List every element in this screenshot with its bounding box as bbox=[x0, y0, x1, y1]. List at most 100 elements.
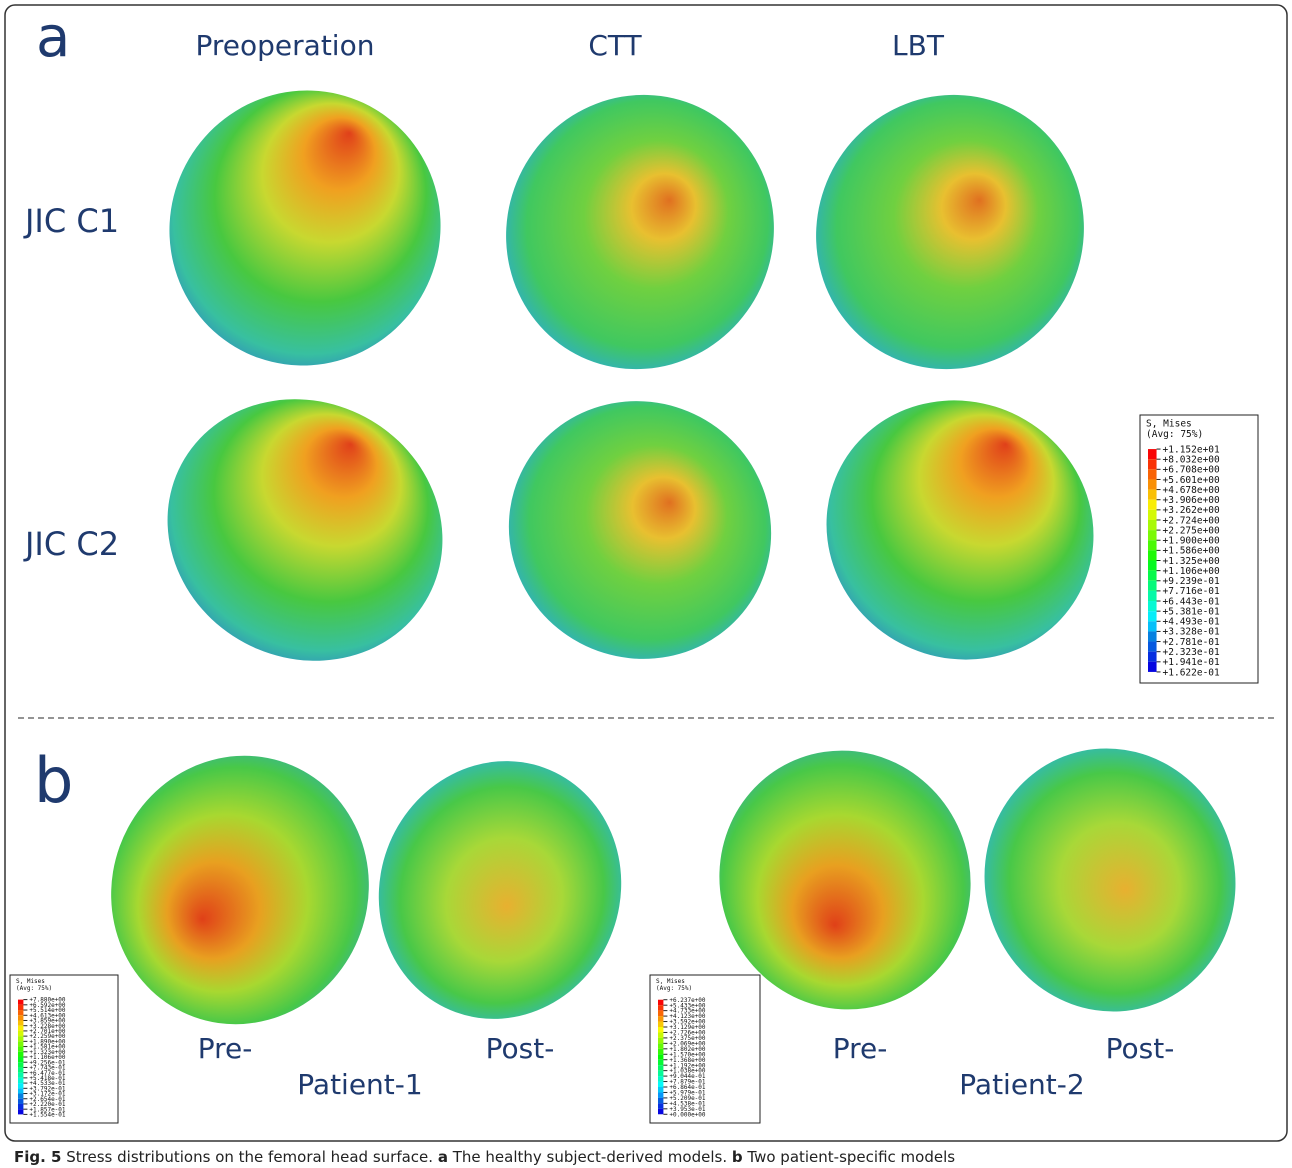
legend-swatch bbox=[1148, 621, 1157, 631]
caption-b-text: Two patient-specific models bbox=[746, 1148, 955, 1166]
legend-swatch bbox=[1148, 530, 1157, 540]
legend-swatch bbox=[1148, 642, 1157, 652]
legend-swatch bbox=[658, 1098, 663, 1103]
legend-swatch bbox=[1148, 571, 1157, 581]
legend-swatch bbox=[658, 1060, 663, 1065]
legend-subtitle: (Avg: 75%) bbox=[656, 985, 692, 992]
legend-swatch bbox=[1148, 550, 1157, 560]
legend-swatch bbox=[1148, 490, 1157, 500]
legend-swatch bbox=[1148, 581, 1157, 591]
legend-swatch bbox=[18, 1052, 23, 1057]
legend-swatch bbox=[658, 1022, 663, 1027]
femoral-head bbox=[343, 727, 657, 1053]
caption-text: Stress distributions on the femoral head… bbox=[66, 1148, 433, 1166]
femoral-head bbox=[74, 719, 407, 1060]
stage-label: Post- bbox=[1106, 1032, 1175, 1065]
legend-swatch bbox=[18, 1026, 23, 1031]
legend-title: S, Mises bbox=[16, 978, 45, 985]
legend-swatch bbox=[1148, 500, 1157, 510]
caption: Fig. 5 Stress distributions on the femor… bbox=[14, 1148, 955, 1166]
column-header: Preoperation bbox=[196, 29, 375, 62]
row-header: JIC C1 bbox=[23, 202, 119, 240]
legend-swatch bbox=[18, 1083, 23, 1088]
legend-swatch bbox=[658, 1032, 663, 1037]
legend-swatch bbox=[18, 1031, 23, 1036]
legend-swatch bbox=[658, 1082, 663, 1087]
caption-b: b bbox=[732, 1148, 743, 1166]
legend-swatch bbox=[1148, 449, 1157, 459]
stage-label: Post- bbox=[486, 1032, 555, 1065]
legend-swatch bbox=[1148, 510, 1157, 520]
legend-swatch bbox=[1148, 479, 1157, 489]
row-header: JIC C2 bbox=[23, 525, 119, 563]
legend-swatch bbox=[658, 1087, 663, 1092]
legend-swatch bbox=[658, 1076, 663, 1081]
stage-label: Pre- bbox=[833, 1032, 888, 1065]
legend-swatch bbox=[1148, 652, 1157, 662]
legend-label: +1.554e-01 bbox=[29, 1111, 66, 1118]
figure: a Preoperation CTT LBT JIC C1 JIC C2 b P… bbox=[0, 0, 1292, 1168]
legend-swatch bbox=[18, 1020, 23, 1025]
legend-swatch bbox=[1148, 520, 1157, 530]
panel-label: b bbox=[34, 744, 73, 817]
legend-swatch bbox=[1148, 561, 1157, 571]
legend-swatch bbox=[658, 1027, 663, 1032]
legend-swatch bbox=[18, 1005, 23, 1010]
legend-swatch bbox=[658, 1054, 663, 1059]
legend-swatch bbox=[18, 1104, 23, 1109]
legend-swatch bbox=[658, 1016, 663, 1021]
legend-swatch bbox=[18, 1000, 23, 1005]
caption-figure: Fig. 5 bbox=[14, 1148, 61, 1166]
legend-swatch bbox=[658, 1000, 663, 1005]
legend-label: +1.622e-01 bbox=[1163, 667, 1220, 678]
legend-swatch bbox=[18, 1062, 23, 1067]
column-header: LBT bbox=[892, 29, 945, 62]
legend-swatch bbox=[658, 1071, 663, 1076]
femoral-head bbox=[461, 51, 819, 414]
legend-swatch bbox=[658, 1043, 663, 1048]
legend-swatch bbox=[18, 1073, 23, 1078]
legend-swatch bbox=[658, 1103, 663, 1108]
legend-swatch bbox=[1148, 459, 1157, 469]
femoral-head bbox=[955, 720, 1265, 1040]
legend-swatch bbox=[1148, 540, 1157, 550]
legend-label: +0.000e+00 bbox=[669, 1111, 706, 1118]
panel-label: a bbox=[36, 5, 70, 70]
column-header: CTT bbox=[588, 29, 642, 62]
legend-swatch bbox=[18, 1015, 23, 1020]
legend-subtitle: (Avg: 75%) bbox=[1146, 429, 1203, 440]
legend-swatch bbox=[658, 1092, 663, 1097]
legend-swatch bbox=[18, 1088, 23, 1093]
legend-swatch bbox=[658, 1005, 663, 1010]
legend-swatch bbox=[1148, 631, 1157, 641]
legend-swatch bbox=[658, 1109, 663, 1114]
legend-swatch bbox=[1148, 601, 1157, 611]
legend-swatch bbox=[1148, 469, 1157, 479]
caption-a: a bbox=[438, 1148, 448, 1166]
femoral-head bbox=[124, 46, 485, 410]
femoral-head bbox=[771, 51, 1129, 414]
legend-swatch bbox=[18, 1057, 23, 1062]
legend-swatch bbox=[18, 1041, 23, 1046]
legend-swatch bbox=[18, 1109, 23, 1114]
femoral-head bbox=[781, 354, 1140, 707]
legend-swatch bbox=[658, 1065, 663, 1070]
femoral-head bbox=[121, 351, 488, 708]
stage-label: Pre- bbox=[198, 1032, 253, 1065]
legend-swatch bbox=[658, 1038, 663, 1043]
legend-swatch bbox=[18, 1036, 23, 1041]
caption-a-text: The healthy subject-derived models. bbox=[452, 1148, 727, 1166]
legend-swatch bbox=[658, 1011, 663, 1016]
legend-swatch bbox=[18, 1067, 23, 1072]
legend-swatch bbox=[18, 1010, 23, 1015]
patient-label: Patient-1 bbox=[297, 1068, 422, 1101]
legend-title: S, Mises bbox=[656, 978, 685, 985]
legend-swatch bbox=[18, 1094, 23, 1099]
legend-swatch bbox=[18, 1078, 23, 1083]
legend-swatch bbox=[1148, 591, 1157, 601]
patient-label: Patient-2 bbox=[959, 1068, 1084, 1101]
legend-subtitle: (Avg: 75%) bbox=[16, 985, 52, 992]
legend-swatch bbox=[658, 1049, 663, 1054]
femoral-head bbox=[463, 355, 816, 705]
legend-swatch bbox=[1148, 611, 1157, 621]
